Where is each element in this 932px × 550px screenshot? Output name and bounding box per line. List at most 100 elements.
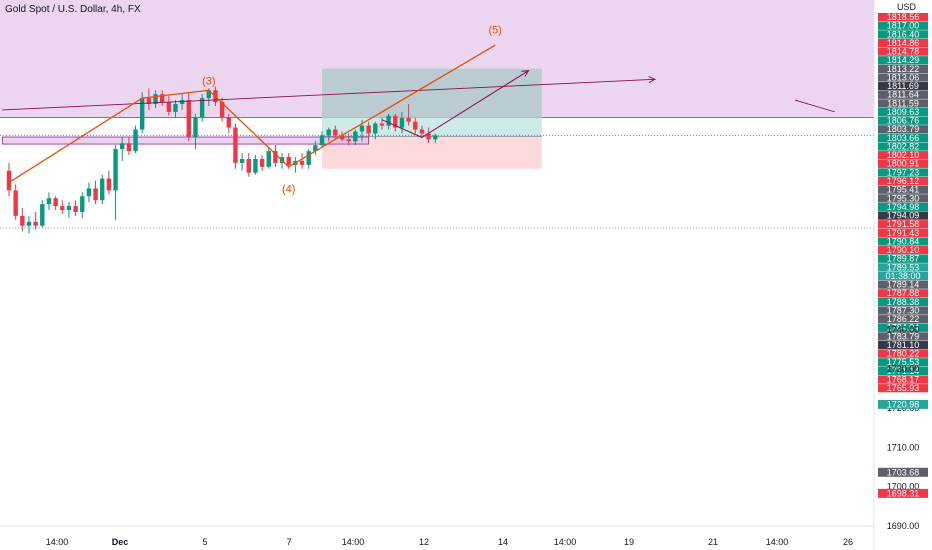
- price-badge-label: 1698.31: [887, 488, 920, 498]
- candle: [60, 200, 65, 214]
- price-badge-bg: [878, 358, 928, 367]
- candle: [46, 192, 52, 211]
- price-badge-label: 1775.53: [887, 357, 920, 367]
- price-tick-label: 1730.00: [887, 364, 920, 374]
- price-badge-bg: [878, 202, 928, 212]
- candle: [186, 92, 192, 142]
- price-badge: 1790.10: [878, 245, 928, 255]
- candle-body: [133, 129, 138, 152]
- price-badge-bg: [878, 488, 928, 498]
- price-badge-label: 1781.10: [887, 340, 920, 350]
- price-badge-bg: [878, 125, 928, 134]
- price-badge: 1814.86: [878, 38, 928, 48]
- candle: [346, 133, 351, 146]
- candle-body: [399, 117, 405, 128]
- candle-body: [346, 139, 351, 142]
- price-badge: 1787.88: [878, 288, 928, 298]
- price-badge-bg: [878, 176, 928, 186]
- price-badge-bg: [878, 73, 928, 82]
- candle: [106, 170, 112, 195]
- wave-label: (4): [282, 183, 295, 195]
- candle: [406, 104, 411, 126]
- candle-body: [73, 206, 78, 212]
- wave-label: (3): [202, 75, 215, 87]
- price-badge: 1765.93: [878, 383, 928, 393]
- price-badge-label: 1791.58: [887, 219, 920, 229]
- price-badge: 1796.12: [878, 176, 928, 186]
- candle-body: [413, 121, 418, 130]
- price-axis[interactable]: USD1818.561817.001816.401814.861814.7818…: [878, 2, 928, 531]
- trend-line: [2, 78, 656, 111]
- price-badge-bg: [878, 467, 928, 477]
- candle: [433, 133, 438, 144]
- candle: [159, 90, 165, 106]
- projection-path: [381, 70, 529, 138]
- candle: [120, 137, 125, 161]
- price-badge-label: 1796.12: [887, 176, 920, 186]
- drawings: [2, 44, 835, 184]
- candle-body: [433, 135, 438, 140]
- price-badge: 1789.14: [878, 280, 928, 290]
- price-badge: 1784.04: [878, 323, 928, 333]
- price-badge-label: 1794.98: [887, 202, 920, 212]
- price-badge: 1791.58: [878, 219, 928, 229]
- candle-body: [219, 102, 225, 118]
- time-axis[interactable]: 14:00 Dec 5 7 14:00 12 14 14:00 19 21 14:00 26: [46, 537, 853, 547]
- candle: [253, 155, 258, 175]
- candle-body: [353, 131, 358, 142]
- price-badge: 1780.22: [878, 349, 928, 359]
- candle-body: [426, 133, 431, 140]
- price-badge-bg: [878, 168, 928, 177]
- price-badge-bg: [878, 280, 928, 289]
- price-badge: 1720.98: [878, 399, 928, 409]
- candle-body: [273, 151, 278, 163]
- price-badge-label: 1789.53: [887, 262, 920, 272]
- price-badge-label: 1788.38: [887, 297, 920, 307]
- candle: [113, 145, 118, 220]
- price-badge-label: 1797.23: [887, 167, 920, 177]
- time-tick-label: 5: [202, 537, 207, 547]
- price-badge-label: 1786.22: [887, 314, 920, 324]
- price-badge: 1771.14: [878, 366, 928, 376]
- price-badge-bg: [878, 107, 928, 117]
- candle-body: [20, 215, 25, 226]
- price-badge-bg: [878, 366, 928, 376]
- price-badge-label: 1811.69: [887, 81, 919, 91]
- candle-body: [179, 100, 185, 105]
- candle-body: [193, 117, 198, 138]
- price-badge-bg: [878, 399, 928, 409]
- wave-label: (5): [488, 24, 501, 36]
- candle: [259, 155, 265, 171]
- candle: [239, 153, 245, 171]
- candle: [153, 90, 158, 108]
- candle-body: [319, 135, 325, 146]
- price-badge-bg: [878, 185, 928, 194]
- price-badge-label: 1814.78: [887, 47, 920, 57]
- price-badge: 1788.38: [878, 297, 928, 307]
- candle-body: [106, 178, 112, 191]
- candle: [313, 141, 318, 156]
- candle: [339, 131, 345, 142]
- candle: [373, 121, 378, 140]
- candle-body: [26, 221, 32, 226]
- price-badge-bg: [878, 47, 928, 56]
- candle-body: [166, 102, 172, 112]
- candle-body: [6, 170, 12, 191]
- price-badge-bg: [878, 21, 928, 30]
- price-badge: 1783.79: [878, 331, 928, 341]
- time-tick-label: 12: [419, 537, 429, 547]
- candle-body: [33, 221, 38, 226]
- price-badge: 1787.30: [878, 305, 928, 315]
- candle: [273, 145, 278, 167]
- price-badge: 1803.66: [878, 133, 928, 143]
- price-badge-label: 1789.14: [887, 280, 920, 290]
- price-badge-label: 1768.17: [887, 374, 920, 384]
- candle: [20, 208, 25, 232]
- price-badge: 1789.53: [878, 262, 928, 272]
- price-badge-bg: [878, 349, 928, 358]
- price-badge-label: 1811.64: [887, 90, 919, 100]
- candle-body: [246, 158, 251, 173]
- candle: [133, 125, 138, 154]
- price-badge: 1795.30: [878, 193, 928, 203]
